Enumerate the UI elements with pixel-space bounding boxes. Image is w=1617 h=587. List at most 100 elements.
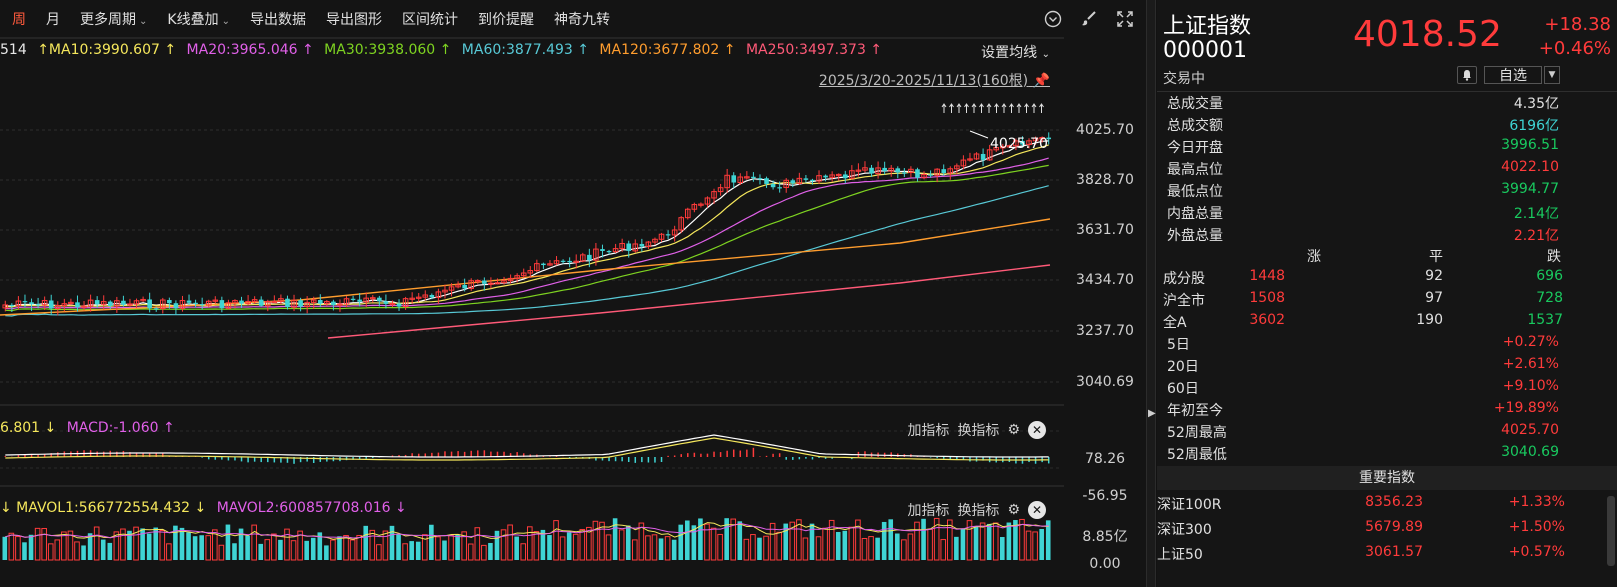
- volume-bar: [264, 539, 271, 561]
- volume-bar: [612, 518, 618, 560]
- stat-row: 外盘总量 2.21亿: [1167, 228, 1559, 244]
- pin-icon[interactable]: 📌: [1032, 73, 1050, 89]
- add-indicator-button[interactable]: 加指标: [907, 503, 950, 519]
- candle-body: [645, 241, 652, 248]
- chart-grid: [0, 37, 1064, 487]
- volume-bar: [632, 539, 638, 561]
- volume-bar: [907, 533, 914, 561]
- candle-body: [87, 299, 94, 307]
- add-to-watchlist-button[interactable]: 自选: [1484, 66, 1542, 84]
- volume-bar: [658, 538, 664, 560]
- fullscreen-icon[interactable]: [1114, 8, 1136, 30]
- candle-body: [383, 301, 389, 304]
- candle-body: [468, 280, 475, 289]
- key-index-row[interactable]: 深证300 5679.89 +1.50%: [1157, 519, 1565, 538]
- volume-bar: [547, 535, 552, 560]
- candle-body: [560, 260, 566, 262]
- volume-bar: [47, 543, 54, 561]
- volume-bar: [559, 536, 566, 561]
- volume-bar: [579, 528, 586, 561]
- volume-tools: 加指标 换指标 ⚙ ✕: [907, 500, 1046, 520]
- price-change: +18.38: [1544, 14, 1611, 35]
- volume-bar: [507, 524, 513, 561]
- chevron-down-icon[interactable]: ▼: [1544, 66, 1560, 84]
- breadth-row: 成分股 1448 92 696: [1163, 268, 1563, 287]
- volume-bar: [258, 543, 264, 560]
- volume-bar: [848, 526, 855, 561]
- volume-bar: [685, 520, 690, 560]
- range-stats-button[interactable]: 区间统计: [401, 12, 458, 28]
- volume-bar: [422, 534, 428, 561]
- price-alert-button[interactable]: 到价提醒: [477, 12, 534, 28]
- brush-icon[interactable]: [1078, 8, 1100, 30]
- candle-body: [377, 297, 382, 302]
- candle-body: [842, 174, 848, 179]
- ma-settings-dropdown[interactable]: 设置均线 ⌄: [981, 45, 1050, 61]
- kline-chart[interactable]: 4025.70: [0, 0, 1064, 587]
- candle-body: [777, 187, 782, 189]
- volume-bar: [232, 543, 237, 560]
- candle-body: [422, 294, 429, 298]
- candle-body: [264, 301, 271, 307]
- ma250-legend: MA250:3497.373 ↑: [745, 42, 883, 58]
- volume-bar: [455, 534, 460, 560]
- volume-bar: [671, 539, 677, 560]
- period-week-tab[interactable]: 周: [12, 12, 26, 28]
- kline-chart-area[interactable]: 周 月 更多周期 ⌄ K线叠加 ⌄ 导出数据 导出图形 区间统计 到价提醒 神奇九转…: [0, 0, 1146, 587]
- volume-bar: [737, 521, 743, 560]
- candle-body: [606, 250, 612, 253]
- volume-bar: [8, 532, 15, 561]
- export-data-button[interactable]: 导出数据: [249, 12, 306, 28]
- switch-indicator-button[interactable]: 换指标: [957, 503, 1000, 519]
- candle-body: [934, 168, 940, 176]
- candle-body: [514, 275, 520, 279]
- key-index-row[interactable]: 深证100R 8356.23 +1.33%: [1157, 494, 1565, 513]
- candle-body: [153, 308, 159, 310]
- volume-bar: [566, 532, 572, 560]
- volume-bar: [225, 524, 231, 560]
- candle-body: [310, 299, 317, 303]
- close-icon[interactable]: ✕: [1028, 501, 1046, 519]
- export-image-button[interactable]: 导出图形: [325, 12, 382, 28]
- panel-collapse-strip[interactable]: ▶: [1146, 0, 1156, 587]
- bell-icon[interactable]: [1457, 66, 1477, 84]
- candle-body: [317, 300, 323, 304]
- ma250-line: [327, 264, 1051, 339]
- volume-bar: [100, 539, 106, 560]
- candle-body: [167, 300, 172, 304]
- gear-icon[interactable]: ⚙: [1007, 502, 1020, 518]
- volume-bar: [481, 544, 487, 561]
- kline-overlay-dropdown[interactable]: K线叠加 ⌄: [167, 12, 230, 28]
- magic-nine-button[interactable]: 神奇九转: [553, 12, 610, 28]
- candle-body: [1013, 140, 1019, 147]
- volume-bar: [87, 533, 93, 560]
- period-month-tab[interactable]: 月: [46, 12, 60, 28]
- signal-arrow: [1024, 103, 1029, 113]
- scrollbar[interactable]: [1607, 496, 1615, 566]
- volume-bar: [809, 523, 815, 560]
- collapse-circle-icon[interactable]: [1042, 8, 1064, 30]
- gear-icon[interactable]: ⚙: [1007, 422, 1020, 438]
- candle-body: [711, 191, 717, 199]
- add-indicator-button[interactable]: 加指标: [907, 423, 950, 439]
- candle-body: [415, 296, 422, 299]
- volume-bar: [146, 533, 152, 560]
- date-range-label[interactable]: 2025/3/20-2025/11/13(160根) 📌: [818, 73, 1050, 89]
- ma-line: [5, 157, 1049, 310]
- chevron-down-icon: ⌄: [139, 16, 148, 27]
- triangle-right-icon[interactable]: ▶: [1148, 408, 1156, 419]
- volume-bar: [776, 531, 782, 561]
- chevron-down-icon: ⌄: [221, 16, 230, 27]
- volume-bar: [140, 528, 145, 560]
- more-periods-dropdown[interactable]: 更多周期 ⌄: [80, 12, 148, 28]
- candle-body: [41, 299, 48, 306]
- candle-body: [737, 176, 744, 183]
- close-icon[interactable]: ✕: [1028, 421, 1046, 439]
- candle-body: [363, 297, 370, 303]
- ma-line: [5, 164, 1049, 312]
- ma-line: [5, 185, 1049, 317]
- price-tick: 3828.70: [1076, 172, 1134, 188]
- price-tick: 3040.69: [1076, 374, 1134, 390]
- key-index-row[interactable]: 上证50 3061.57 +0.57%: [1157, 544, 1565, 563]
- switch-indicator-button[interactable]: 换指标: [957, 423, 1000, 439]
